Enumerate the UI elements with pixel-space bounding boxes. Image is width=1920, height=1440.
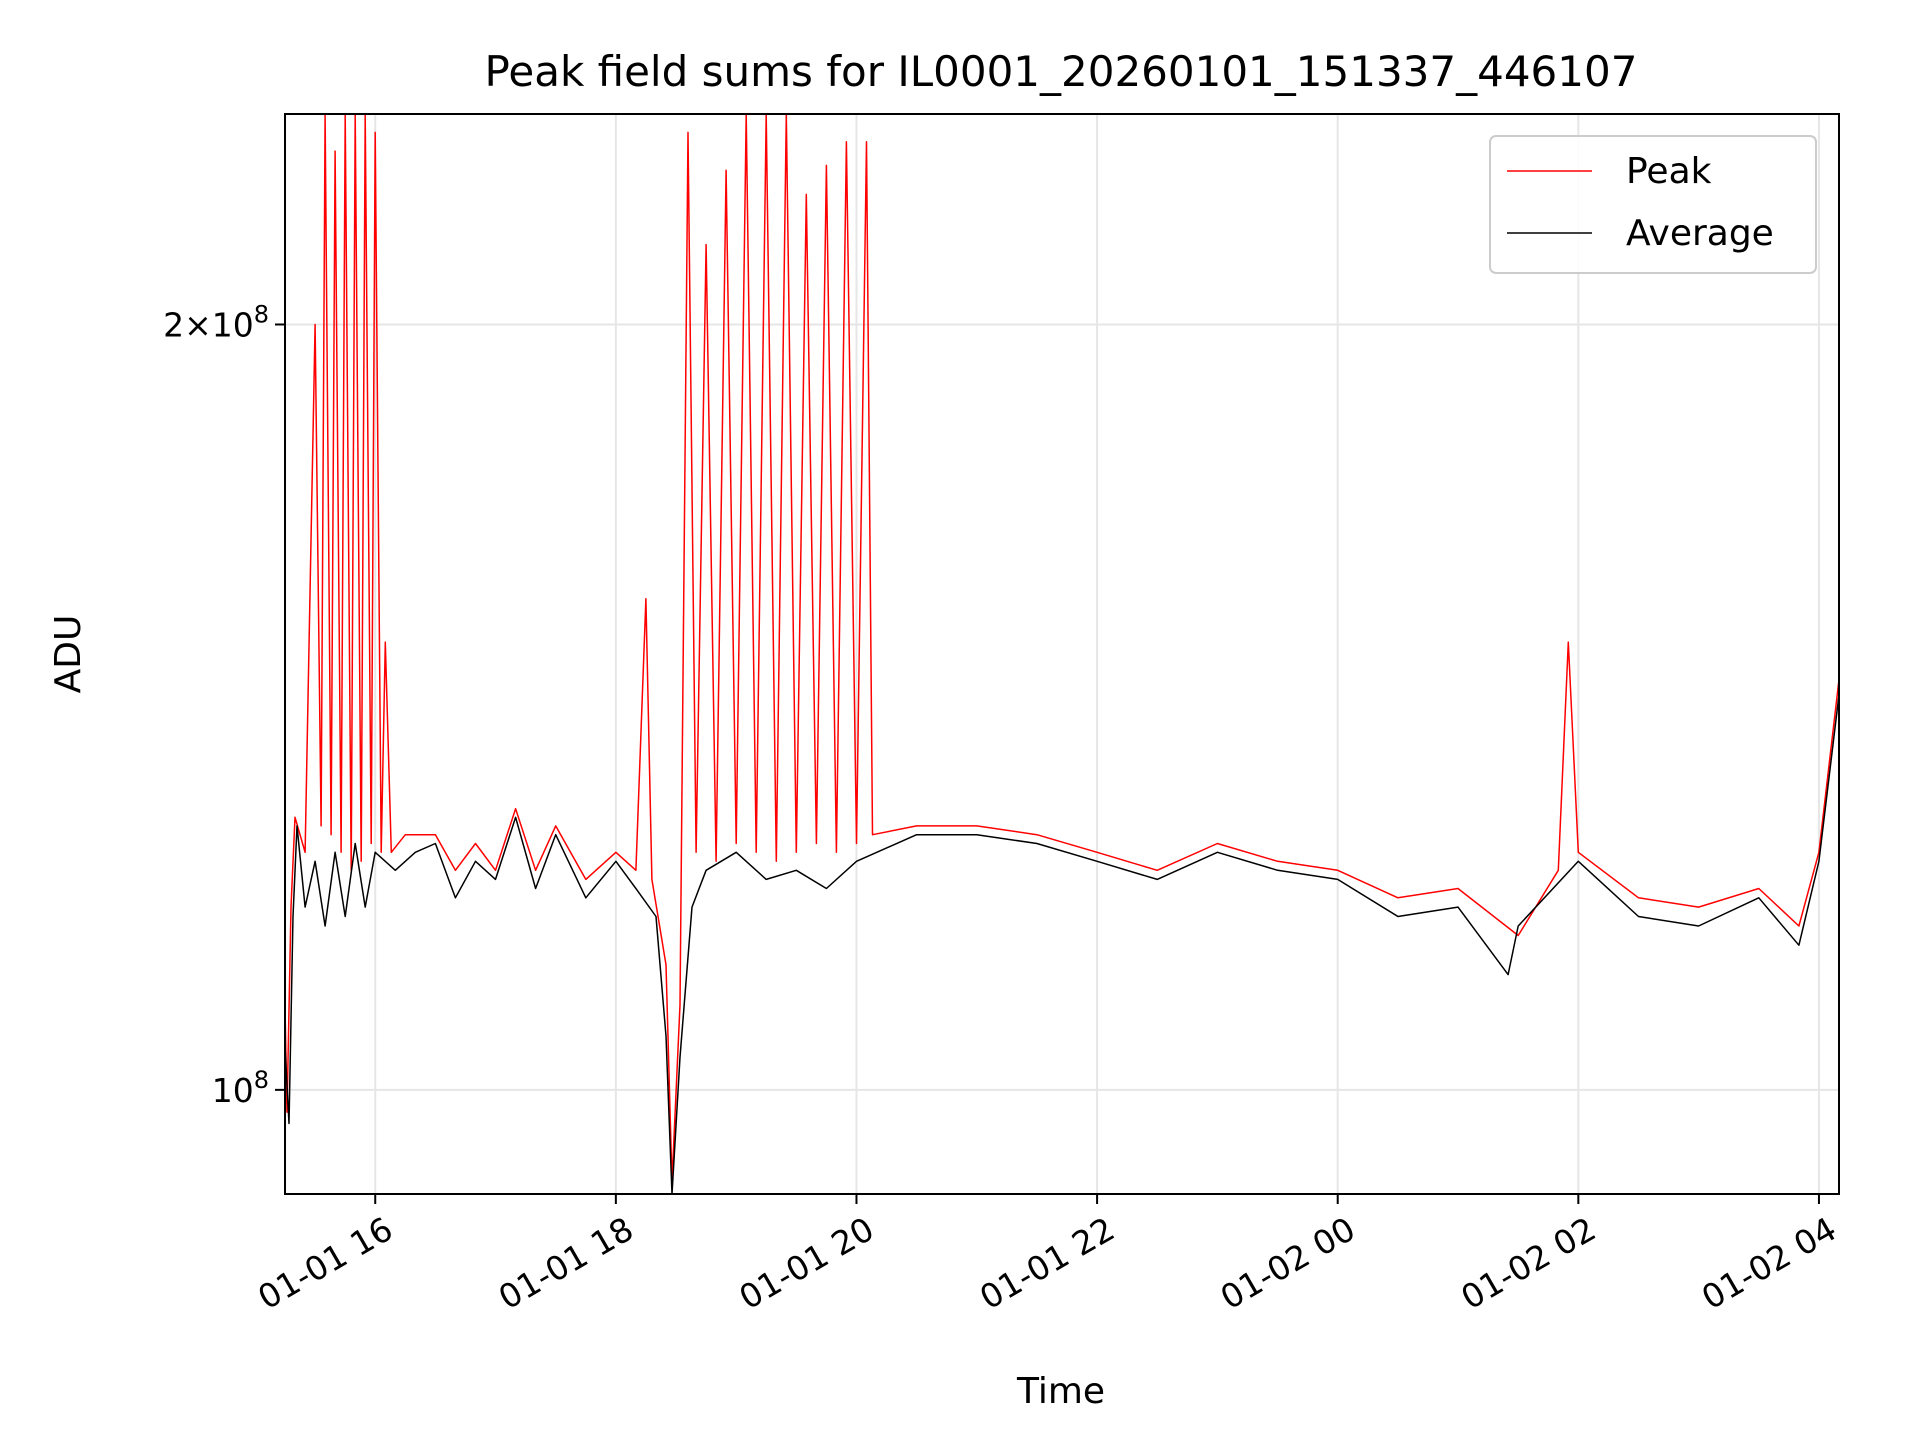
y-tick-label: 2×108 [163, 300, 269, 344]
legend: Peak Average [1489, 135, 1817, 274]
y-tick-label: 108 [212, 1066, 269, 1110]
legend-label-peak: Peak [1626, 151, 1712, 192]
plot-frame [284, 113, 1840, 1195]
x-axis-label: Time [1016, 1371, 1105, 1412]
series-line-average [285, 694, 1839, 1194]
chart-title: Peak field sums for IL0001_20260101_1513… [485, 47, 1638, 96]
series-line-peak [285, 114, 1839, 1183]
grid [285, 114, 1839, 1194]
y-axis-ticks: 108 2×108 [163, 300, 285, 1110]
plot-series [285, 114, 1839, 1194]
legend-label-average: Average [1626, 213, 1774, 254]
y-axis-label: ADU [48, 615, 89, 694]
